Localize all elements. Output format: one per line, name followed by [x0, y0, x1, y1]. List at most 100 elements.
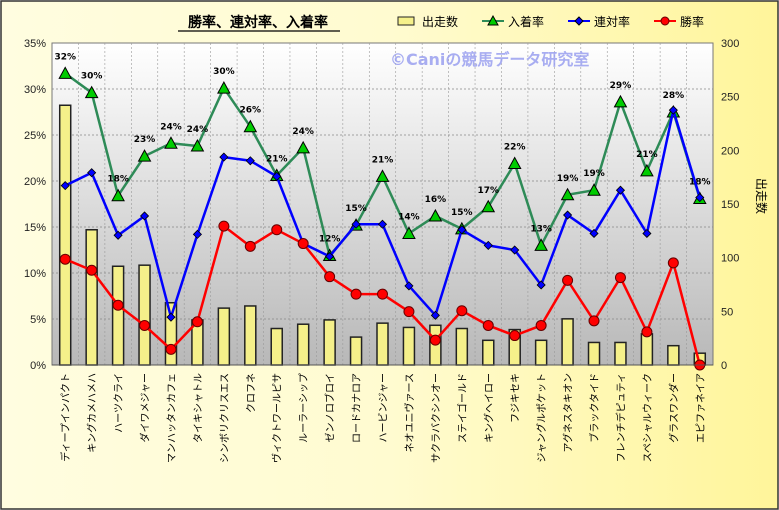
category-label: ブラックタイド — [588, 373, 601, 443]
category-label: ハーツクライ — [113, 373, 125, 433]
point-diamond — [219, 152, 229, 162]
point-diamond — [668, 105, 678, 115]
bar — [534, 339, 548, 366]
bar — [614, 341, 627, 366]
data-label: 24% — [160, 122, 182, 132]
legend-label: 入着率 — [508, 14, 544, 29]
category-label: ステイゴールド — [456, 373, 469, 443]
left-tick-label: 25% — [24, 130, 46, 142]
point-circle — [86, 264, 98, 276]
point-circle — [509, 330, 521, 342]
point-diamond — [139, 211, 150, 221]
category-label: フレンチデピュティ — [614, 373, 627, 462]
data-label: 21% — [266, 154, 288, 164]
data-label: 28% — [663, 91, 685, 101]
category-label: タイキシャトル — [192, 373, 204, 443]
point-diamond — [563, 210, 573, 220]
point-triangle — [164, 136, 178, 149]
point-triangle — [587, 183, 601, 196]
chart-title: 勝率、連対率、入着率 — [188, 14, 328, 31]
point-circle — [588, 315, 600, 327]
point-diamond — [272, 171, 282, 181]
data-label: 29% — [610, 81, 632, 91]
point-circle — [403, 306, 415, 318]
point-triangle — [640, 163, 654, 177]
left-tick-label: 10% — [24, 268, 46, 280]
data-label: 21% — [636, 150, 658, 160]
point-diamond — [404, 281, 414, 291]
point-triangle — [84, 85, 99, 99]
data-label: 15% — [451, 208, 473, 218]
bar — [402, 326, 416, 366]
point-triangle — [481, 199, 496, 213]
legend-swatch-bar — [397, 16, 415, 26]
bar — [587, 341, 601, 366]
data-label: 14% — [398, 212, 420, 222]
point-circle — [218, 220, 230, 232]
legend-label: 勝率 — [680, 14, 704, 29]
point-triangle — [428, 208, 443, 222]
point-circle — [112, 299, 124, 311]
data-label: 26% — [240, 106, 262, 116]
bar — [217, 307, 231, 366]
point-diamond — [642, 228, 652, 239]
point-triangle — [111, 188, 125, 202]
point-circle — [614, 272, 626, 284]
data-label: 18% — [107, 175, 129, 185]
category-labels: ディープインパクト キングカメハメハ ハーツクライ ダイワメジャー マンハッタンカフェ タ… — [59, 373, 707, 463]
data-label: 16% — [425, 195, 447, 205]
point-diamond — [113, 230, 123, 240]
point-circle — [482, 319, 494, 331]
category-label: ネオユニヴァース — [403, 373, 416, 453]
point-diamond — [457, 225, 467, 235]
category-label: ダイワメジャー — [139, 373, 152, 443]
right-tick-label: 250 — [721, 92, 739, 104]
bar — [640, 333, 654, 366]
left-tick-label: 20% — [24, 176, 46, 188]
point-diamond — [166, 312, 176, 322]
data-label: 21% — [372, 155, 394, 165]
data-label: 19% — [557, 174, 579, 184]
category-label: キングヘイロー — [482, 373, 495, 443]
data-label: 13% — [530, 224, 552, 234]
data-label: 24% — [292, 127, 314, 137]
point-triangle — [560, 187, 575, 201]
point-circle — [350, 288, 362, 300]
bar — [270, 327, 283, 366]
point-diamond — [325, 251, 335, 262]
bar — [111, 265, 125, 366]
data-label: 30% — [81, 72, 103, 82]
left-tick-label: 0% — [30, 360, 46, 372]
point-diamond — [615, 185, 626, 195]
point-triangle — [190, 138, 205, 152]
legend-marker-diamond — [574, 16, 584, 26]
point-triangle — [243, 119, 258, 133]
legend-label: 出走数 — [422, 14, 458, 29]
point-triangle — [58, 66, 73, 79]
category-label: グラスワンダー — [667, 373, 680, 443]
category-label: ハービンジャー — [378, 373, 390, 443]
category-label: ゼンノロブロイ — [324, 373, 337, 443]
point-circle — [165, 343, 177, 355]
bar — [244, 305, 257, 366]
category-label: サクラバクシンオー — [430, 373, 442, 463]
data-label: 22% — [504, 143, 526, 153]
point-circle — [562, 274, 574, 286]
point-circle — [297, 238, 309, 250]
bar — [376, 322, 389, 366]
data-label: 19% — [583, 169, 605, 179]
point-diamond — [510, 245, 520, 255]
lines: 32% 30% 18% 23% 24% 24% 30% 26% 21% 24% 12% 15% 21% 1… — [54, 52, 711, 371]
point-circle — [191, 316, 203, 328]
point-circle — [59, 253, 71, 265]
legend-marker-triangle — [487, 14, 499, 26]
category-label: フジキセキ — [510, 373, 522, 423]
right-tick-label: 50 — [721, 306, 733, 318]
legend-label: 連対率 — [594, 14, 630, 29]
bar — [296, 323, 310, 366]
bar — [349, 336, 363, 366]
data-label: 18% — [689, 177, 711, 187]
bar — [482, 339, 495, 366]
left-tick-label: 35% — [24, 38, 46, 50]
data-label: 30% — [213, 67, 235, 77]
